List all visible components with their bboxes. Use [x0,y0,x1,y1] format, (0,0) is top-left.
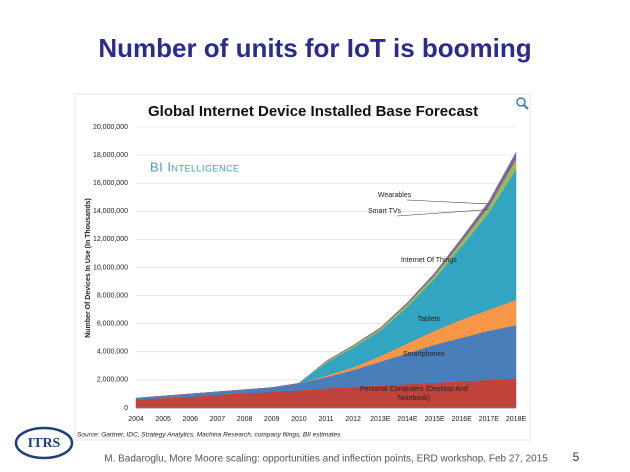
page-number: 5 [573,450,580,464]
x-tick-label: 2007 [210,416,226,423]
slide-title: Number of units for IoT is booming [98,33,531,63]
x-tick-label: 2014E [397,416,418,423]
x-tick-label: 2008 [237,416,253,423]
y-tick-label: 18,000,000 [93,152,128,159]
y-tick-label: 2,000,000 [97,377,128,384]
y-axis-label: Number Of Devices In Use (In Thousands) [85,198,92,338]
chart-title: Global Internet Device Installed Base Fo… [148,103,478,120]
x-tick-label: 2011 [318,416,333,423]
y-tick-label: 0 [124,405,128,412]
x-tick-label: 2016E [452,416,473,423]
series-label: Internet Of Things [400,257,457,265]
y-tick-label: 12,000,000 [93,236,128,243]
footer: M. Badaroglu, More Moore scaling: opport… [104,454,548,465]
y-tick-label: 4,000,000 [97,349,128,356]
y-tick-label: 10,000,000 [93,264,128,271]
series-label: Tablets [417,316,440,324]
y-tick-label: 14,000,000 [93,208,128,215]
leader-line [406,199,489,205]
x-tick-label: 2006 [182,416,198,423]
y-tick-label: 6,000,000 [97,321,128,328]
y-tick-label: 20,000,000 [93,124,128,131]
x-tick-label: 2010 [291,416,307,423]
x-tick-label: 2012 [345,416,361,423]
y-tick-label: 16,000,000 [93,180,128,187]
x-tick-label: 2004 [128,416,144,423]
series-label: Smartphones [403,351,445,359]
x-tick-label: 2018E [506,416,527,423]
area [135,152,517,399]
logo: ITRS [14,426,74,460]
series-label: Wearables [377,192,412,199]
x-tick-label: 2015E [424,416,445,423]
y-tick-label: 8,000,000 [97,292,128,299]
source: Source: Gartner, IDC, Strategy Analytics… [77,432,341,439]
series-label: Personal Computers (Desktop And Notebook… [359,385,468,402]
watermark: BI Intelligence [150,159,240,174]
x-tick-label: 2005 [155,416,171,423]
series-label: Smart TVs [368,208,402,215]
x-tick-label: 2013E [370,416,391,423]
logo-text: ITRS [28,436,61,451]
zoom-icon[interactable] [516,97,529,110]
x-tick-label: 2009 [264,416,280,423]
leader-line [396,209,489,217]
x-tick-label: 2017E [479,416,500,423]
